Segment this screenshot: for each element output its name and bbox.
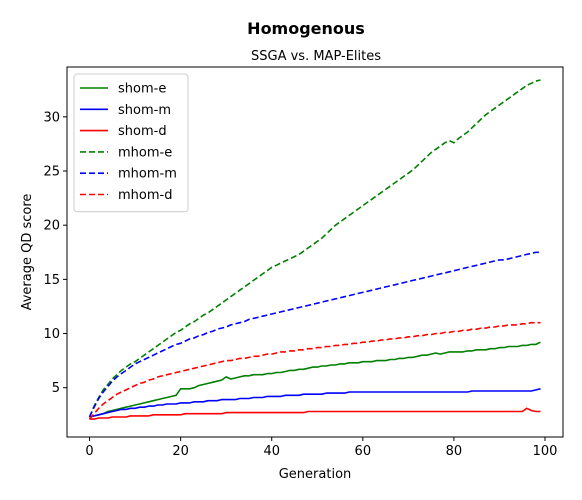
series-line-shom-d (89, 407, 541, 420)
legend-label-shom-e: shom-e (118, 82, 166, 97)
x-axis-ticks: 0 20 40 60 80 100 (85, 437, 557, 459)
legend-label-mhom-m: mhom-m (118, 167, 177, 182)
y-axis-label: Average QD score (20, 194, 35, 311)
legend-label-mhom-e: mhom-e (118, 145, 172, 160)
legend: shom-e shom-m shom-d mhom-e mhom-m mhom-d (73, 73, 189, 213)
y-tick-label: 30 (43, 110, 60, 125)
legend-label-shom-d: shom-d (118, 124, 167, 139)
x-axis-label: Generation (279, 467, 352, 482)
chart-title: Homogenous (247, 19, 365, 38)
series-line-shom-m (89, 388, 541, 418)
chart-subtitle: SSGA vs. MAP-Elites (251, 49, 381, 64)
y-tick-label: 25 (43, 165, 60, 180)
legend-box (73, 73, 189, 213)
series-line-mhom-e (88, 79, 541, 418)
y-axis-ticks: 5 10 15 20 25 30 (43, 110, 67, 396)
legend-label-shom-m: shom-m (118, 103, 171, 118)
y-tick-label: 20 (43, 219, 60, 234)
legend-label-mhom-d: mhom-d (118, 188, 172, 203)
y-tick-label: 5 (52, 381, 60, 396)
x-tick-label: 80 (446, 444, 463, 459)
x-tick-label: 100 (533, 444, 558, 459)
series-line-shom-e (89, 341, 541, 418)
x-tick-label: 0 (85, 444, 93, 459)
x-tick-label: 60 (355, 444, 372, 459)
x-tick-label: 40 (263, 444, 280, 459)
x-tick-label: 20 (172, 444, 189, 459)
plot-area (88, 79, 541, 420)
series-line-mhom-m (88, 251, 541, 418)
y-tick-label: 10 (43, 327, 60, 342)
axes-frame (66, 66, 564, 438)
y-tick-label: 15 (43, 273, 60, 288)
